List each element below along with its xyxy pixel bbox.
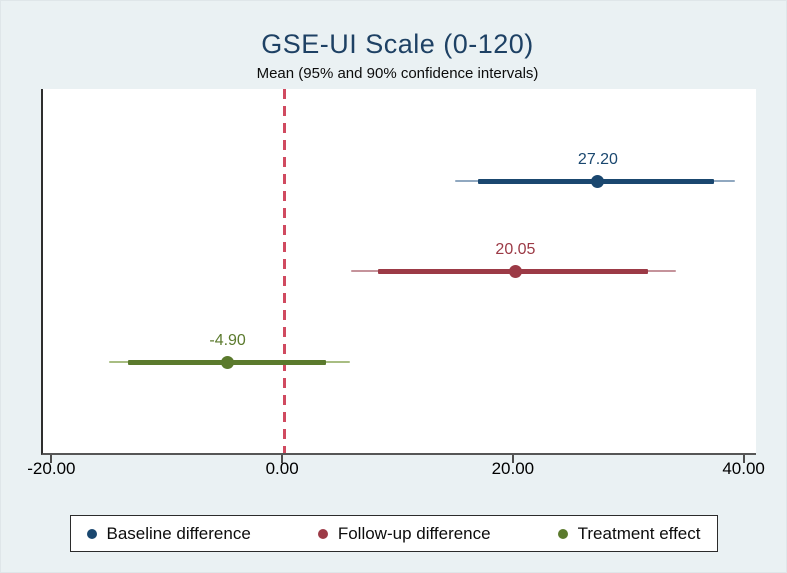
x-tick-label: 0.00 xyxy=(265,459,299,478)
legend-label: Follow-up difference xyxy=(337,523,491,543)
value-label: -4.90 xyxy=(209,332,246,349)
value-label: 27.20 xyxy=(577,151,618,169)
legend-item-treatment: Treatment effect xyxy=(557,523,701,544)
x-tick-mark xyxy=(511,455,514,463)
legend-label: Treatment effect xyxy=(577,523,701,543)
mean-marker xyxy=(591,174,605,188)
x-tick-mark xyxy=(50,455,53,463)
x-tick-label: 40.00 xyxy=(722,459,765,478)
x-tick-label: -20.00 xyxy=(27,459,76,478)
legend-swatch xyxy=(557,528,568,539)
legend-swatch xyxy=(317,528,328,539)
legend-swatch xyxy=(86,528,97,539)
reference-line xyxy=(282,89,286,453)
legend-item-baseline: Baseline difference xyxy=(86,523,251,544)
x-tick-mark xyxy=(281,455,284,463)
chart-title: GSE-UI Scale (0-120) xyxy=(261,29,534,59)
legend: Baseline difference Follow-up difference… xyxy=(69,515,718,552)
mean-marker xyxy=(221,355,235,369)
mean-marker xyxy=(508,264,522,278)
value-label: 20.05 xyxy=(495,241,536,258)
x-tick-mark xyxy=(742,455,745,463)
legend-label: Baseline difference xyxy=(106,523,251,543)
x-tick-label: 20.00 xyxy=(491,459,535,478)
plot-area: 27.20 20.05 -4.90 xyxy=(41,89,756,455)
legend-item-followup: Follow-up difference xyxy=(317,523,491,544)
chart-subtitle: Mean (95% and 90% confidence intervals) xyxy=(256,65,539,82)
